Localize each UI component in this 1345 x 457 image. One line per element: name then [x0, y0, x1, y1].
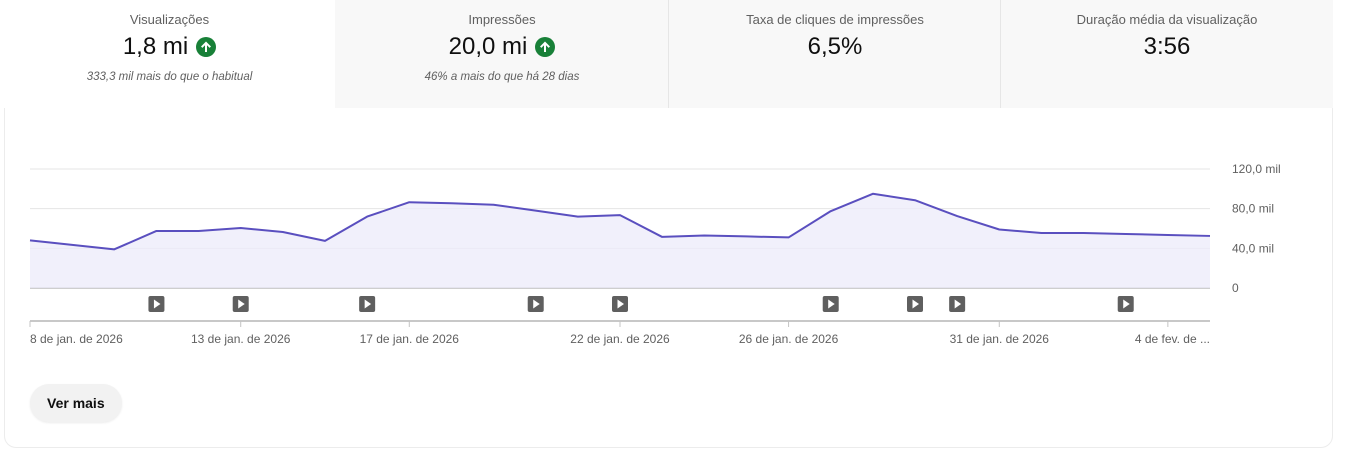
see-more-button[interactable]: Ver mais — [30, 384, 122, 422]
x-tick-label: 22 de jan. de 2026 — [570, 332, 670, 346]
y-tick-label: 120,0 mil — [1232, 162, 1281, 176]
y-tick-label: 80,0 mil — [1232, 202, 1274, 216]
tab-label: Taxa de cliques de impressões — [746, 12, 924, 27]
tab-label: Duração média da visualização — [1076, 12, 1258, 27]
video-marker-play-icon[interactable] — [907, 296, 923, 312]
video-marker-play-icon[interactable] — [1117, 296, 1134, 312]
video-marker-play-icon[interactable] — [822, 296, 839, 312]
x-tick-label: 13 de jan. de 2026 — [191, 332, 291, 346]
tab-subtitle: 46% a mais do que há 28 dias — [424, 71, 580, 83]
y-tick-label: 0 — [1232, 281, 1239, 295]
trend-up-icon — [196, 37, 217, 57]
area-fill — [30, 193, 1210, 288]
tab-label: Impressões — [468, 12, 536, 27]
video-marker-play-icon[interactable] — [359, 296, 376, 312]
video-marker-play-icon[interactable] — [527, 296, 544, 312]
tab-subtitle: 333,3 mil mais do que o habitual — [86, 71, 253, 83]
tab-divider — [1000, 0, 1001, 108]
x-tick-label: 31 de jan. de 2026 — [950, 332, 1050, 346]
video-marker-play-icon[interactable] — [148, 296, 165, 312]
tab-value: 1,8 mi — [122, 33, 189, 60]
y-tick-label: 40,0 mil — [1232, 241, 1274, 255]
tab-divider — [668, 0, 669, 108]
metric-tabs: Visualizações 1,8 mi 333,3 mil mais do q… — [4, 0, 1333, 108]
tab-views[interactable]: Visualizações 1,8 mi 333,3 mil mais do q… — [4, 0, 335, 108]
video-marker-play-icon[interactable] — [232, 296, 249, 312]
tab-avg-view-duration[interactable]: Duração média da visualização 3:56 — [1001, 0, 1333, 108]
tab-label: Visualizações — [129, 12, 210, 27]
x-tick-label: 4 de fev. de ... — [1135, 332, 1210, 346]
tab-value: 6,5% — [807, 33, 863, 60]
tab-ctr[interactable]: Taxa de cliques de impressões 6,5% — [669, 0, 1001, 108]
video-marker-play-icon[interactable] — [612, 296, 628, 312]
x-tick-label: 8 de jan. de 2026 — [30, 332, 123, 346]
video-marker-play-icon[interactable] — [949, 296, 966, 312]
trend-up-icon — [535, 37, 556, 57]
tab-value: 20,0 mi — [448, 33, 528, 60]
x-tick-label: 17 de jan. de 2026 — [360, 332, 460, 346]
x-tick-label: 26 de jan. de 2026 — [739, 332, 839, 346]
tab-value: 3:56 — [1143, 33, 1191, 60]
views-chart: 120,0 mil 80,0 mil 40,0 mil 0 8 de jan. de 2… — [29, 162, 1281, 346]
tab-impressions[interactable]: Impressões 20,0 mi 46% a mais do que há … — [335, 0, 669, 108]
